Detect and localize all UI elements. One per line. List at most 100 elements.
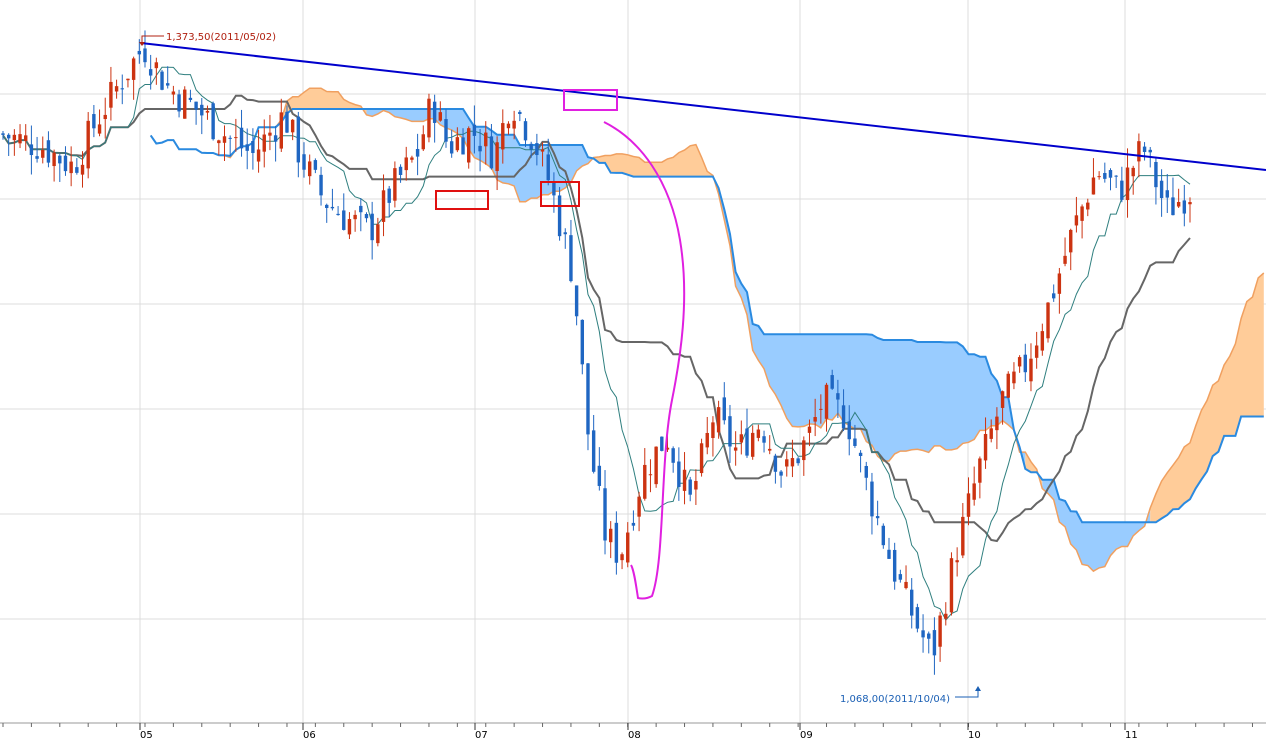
candle [501, 109, 505, 164]
candle [319, 166, 323, 206]
candle-body [364, 213, 369, 219]
candle [1046, 302, 1050, 343]
candle [1182, 184, 1187, 227]
candle [353, 210, 357, 232]
x-tick-label: 11 [1125, 730, 1138, 741]
candle-body [387, 188, 391, 203]
candle [671, 446, 675, 473]
candle-body [535, 143, 539, 156]
candle [626, 522, 630, 568]
candle [461, 128, 465, 155]
candle-body [995, 416, 999, 431]
candle [421, 125, 425, 152]
candle [978, 456, 982, 499]
candle-body [35, 156, 39, 159]
candle [86, 112, 90, 179]
candle [961, 503, 965, 559]
candle-body [682, 469, 687, 491]
candle-body [626, 532, 630, 563]
candle-body [745, 428, 749, 456]
candle-body [671, 448, 675, 463]
candle [892, 542, 897, 590]
candle-body [1125, 167, 1130, 201]
candle [728, 404, 732, 463]
candle [46, 131, 51, 168]
candle-body [887, 549, 891, 559]
candle-body [597, 465, 602, 486]
candle-body [813, 417, 817, 422]
candle-body [80, 164, 85, 175]
highlight-box [540, 181, 580, 207]
candle [1176, 188, 1181, 209]
candle-body [58, 155, 62, 164]
candle-body [1074, 215, 1079, 226]
candle [518, 110, 522, 122]
low-marker-arrow [975, 686, 981, 691]
candle-body [353, 214, 357, 220]
candle [290, 119, 295, 141]
cloud-bullish [593, 144, 719, 195]
candle [387, 185, 391, 218]
candle [750, 425, 755, 460]
candle-body [841, 405, 846, 429]
candle-body [143, 48, 147, 63]
candle-body [512, 120, 516, 129]
candle-body [137, 50, 142, 55]
x-tick-label: 06 [303, 730, 316, 741]
candle [858, 450, 863, 473]
candle [307, 154, 312, 185]
candle-body [103, 114, 107, 120]
candle-body [750, 432, 755, 457]
candle [768, 435, 772, 455]
candle [1034, 331, 1039, 369]
candle-body [785, 459, 789, 467]
candles [1, 30, 1192, 675]
candle [52, 149, 56, 182]
candle-body [154, 62, 159, 69]
candle-body [444, 119, 448, 142]
candle-body [160, 71, 164, 90]
candle-body [330, 206, 335, 209]
candle-body [239, 127, 244, 149]
candle [347, 212, 352, 240]
candle [660, 436, 664, 452]
candle-body [779, 471, 783, 476]
candle-body [415, 148, 420, 157]
candle-body [302, 154, 306, 170]
cloud-bullish [235, 88, 367, 150]
candle-body [762, 436, 766, 443]
candle-body [711, 422, 715, 439]
candle-body [932, 630, 937, 656]
candle [574, 285, 579, 326]
candle-body [467, 128, 471, 163]
candle [796, 457, 800, 466]
candle-body [733, 447, 738, 451]
candle [393, 161, 397, 208]
candle [205, 105, 210, 120]
candle [478, 128, 482, 172]
candle-body [234, 137, 238, 139]
candle [983, 417, 988, 469]
candle-body [6, 134, 11, 139]
candle [1131, 165, 1135, 195]
candle-body [1023, 354, 1028, 373]
candle-body [495, 142, 499, 171]
candle-body [614, 522, 619, 563]
candle-body [69, 161, 73, 174]
candle-body [574, 285, 579, 317]
candle [699, 438, 704, 477]
candle-body [24, 135, 28, 141]
candle-body [1063, 255, 1067, 264]
candle [75, 158, 79, 175]
candle [262, 119, 266, 168]
candle-body [1017, 357, 1022, 367]
candle [330, 188, 335, 211]
candle-body [165, 83, 170, 86]
candle [114, 79, 119, 99]
candle [143, 30, 147, 68]
candle-body [285, 111, 289, 133]
cloud-bullish [1025, 452, 1043, 489]
candle [881, 523, 886, 549]
candle [154, 57, 159, 85]
candle [415, 133, 420, 176]
